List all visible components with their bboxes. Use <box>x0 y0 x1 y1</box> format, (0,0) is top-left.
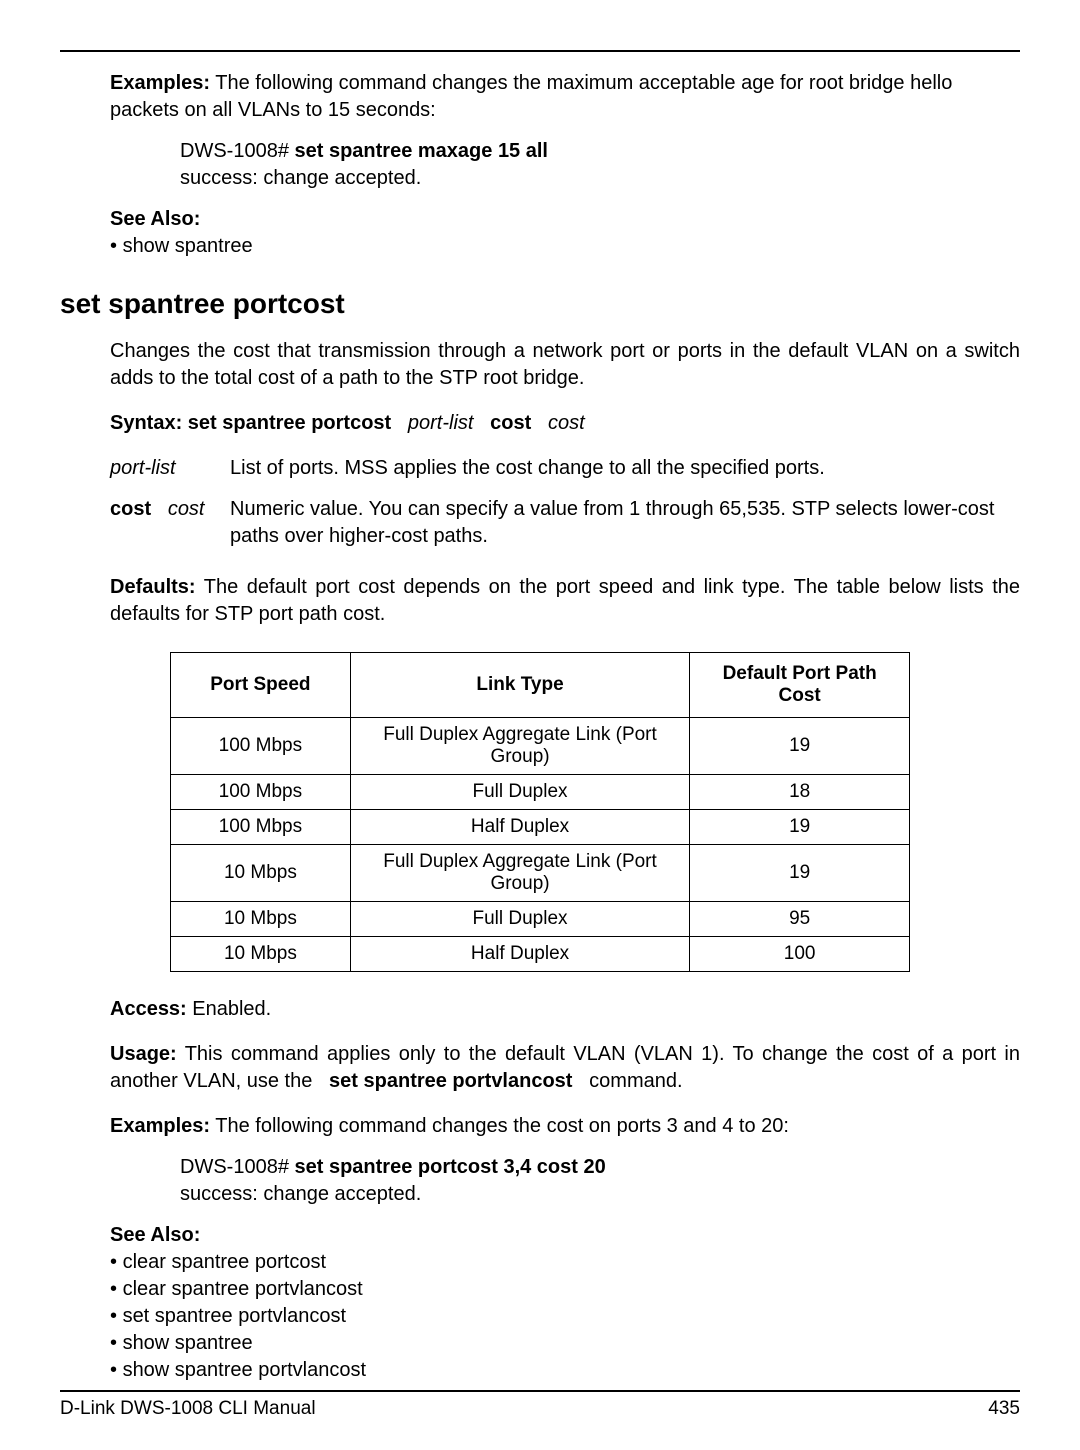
cell: Full Duplex <box>350 902 690 937</box>
usage-text2: command. <box>589 1070 682 1092</box>
port-cost-table: Port Speed Link Type Default Port Path C… <box>170 652 910 972</box>
param-desc-cost: Numeric value. You can specify a value f… <box>230 496 1020 550</box>
cell: 95 <box>690 902 910 937</box>
intro-text: Changes the cost that transmission throu… <box>110 338 1020 392</box>
see-also-1-label: See Also: <box>110 206 1020 233</box>
footer-left: D-Link DWS-1008 CLI Manual <box>60 1398 316 1420</box>
table-row: 10 Mbps Full Duplex 95 <box>171 902 910 937</box>
cell: 100 Mbps <box>171 810 351 845</box>
defaults-text: The default port cost depends on the por… <box>110 576 1020 625</box>
defaults: Defaults: The default port cost depends … <box>110 574 1020 628</box>
param-cost: cost cost Numeric value. You can specify… <box>110 496 1020 550</box>
defaults-label: Defaults: <box>110 576 196 598</box>
cell: 10 Mbps <box>171 937 351 972</box>
cell: Half Duplex <box>350 937 690 972</box>
cell: Full Duplex Aggregate Link (Port Group) <box>350 718 690 775</box>
syntax-arg1: port-list <box>408 412 474 434</box>
cell: 19 <box>690 810 910 845</box>
th-default-cost: Default Port Path Cost <box>690 653 910 718</box>
table-row: 10 Mbps Half Duplex 100 <box>171 937 910 972</box>
cell: Half Duplex <box>350 810 690 845</box>
see-also-1-item: show spantree <box>110 233 1020 260</box>
cell: 100 Mbps <box>171 718 351 775</box>
param-name-cost-i: cost <box>168 498 205 520</box>
see-also-1: See Also: show spantree <box>110 206 1020 260</box>
top-rule <box>60 50 1020 52</box>
see-also-2: See Also: clear spantree portcost clear … <box>110 1222 1020 1384</box>
access-text: Enabled. <box>192 998 271 1020</box>
table-row: 10 Mbps Full Duplex Aggregate Link (Port… <box>171 845 910 902</box>
cmd1-command: set spantree maxage 15 all <box>295 140 548 162</box>
command-title: set spantree portcost <box>60 288 1020 320</box>
access: Access: Enabled. <box>110 996 1020 1023</box>
cell: 19 <box>690 718 910 775</box>
cell: 19 <box>690 845 910 902</box>
th-port-speed: Port Speed <box>171 653 351 718</box>
table-row: 100 Mbps Half Duplex 19 <box>171 810 910 845</box>
intro: Changes the cost that transmission throu… <box>110 338 1020 392</box>
cell: 18 <box>690 775 910 810</box>
usage-bold: set spantree portvlancost <box>329 1070 572 1092</box>
cmd2-prompt: DWS-1008# <box>180 1156 289 1178</box>
syntax-mid: cost <box>490 412 531 434</box>
examples-1: Examples: The following command changes … <box>110 70 1020 124</box>
see-also-2-item: clear spantree portvlancost <box>110 1276 1020 1303</box>
syntax-label: Syntax: set spantree portcost <box>110 412 391 434</box>
see-also-2-item: set spantree portvlancost <box>110 1303 1020 1330</box>
command-block-1: DWS-1008# set spantree maxage 15 all suc… <box>180 138 1020 192</box>
cmd1-prompt: DWS-1008# <box>180 140 289 162</box>
table-row: 100 Mbps Full Duplex 18 <box>171 775 910 810</box>
syntax-line: Syntax: set spantree portcost port-list … <box>110 410 1020 437</box>
footer-right: 435 <box>988 1398 1020 1420</box>
see-also-2-item: clear spantree portcost <box>110 1249 1020 1276</box>
param-portlist: port-list List of ports. MSS applies the… <box>110 455 1020 482</box>
th-link-type: Link Type <box>350 653 690 718</box>
command-block-2: DWS-1008# set spantree portcost 3,4 cost… <box>180 1154 1020 1208</box>
cell: Full Duplex Aggregate Link (Port Group) <box>350 845 690 902</box>
examples2-label: Examples: <box>110 1115 210 1137</box>
usage-label: Usage: <box>110 1043 177 1065</box>
examples2-text: The following command changes the cost o… <box>215 1115 789 1137</box>
param-name-portlist: port-list <box>110 457 176 479</box>
examples-text: The following command changes the maximu… <box>110 72 952 121</box>
cmd2-response: success: change accepted. <box>180 1181 1020 1208</box>
param-desc-portlist: List of ports. MSS applies the cost chan… <box>230 455 1020 482</box>
cell: 10 Mbps <box>171 845 351 902</box>
usage: Usage: This command applies only to the … <box>110 1041 1020 1095</box>
bottom-rule <box>60 1390 1020 1392</box>
see-also-2-item: show spantree <box>110 1330 1020 1357</box>
cell: Full Duplex <box>350 775 690 810</box>
page-footer: D-Link DWS-1008 CLI Manual 435 <box>60 1398 1020 1420</box>
param-name-cost-b: cost <box>110 498 151 520</box>
cell: 100 <box>690 937 910 972</box>
examples-label: Examples: <box>110 72 210 94</box>
syntax-arg2: cost <box>548 412 585 434</box>
see-also-2-item: show spantree portvlancost <box>110 1357 1020 1384</box>
examples-2: Examples: The following command changes … <box>110 1113 1020 1140</box>
access-label: Access: <box>110 998 187 1020</box>
cmd2-command: set spantree portcost 3,4 cost 20 <box>295 1156 606 1178</box>
cmd1-response: success: change accepted. <box>180 165 1020 192</box>
cell: 10 Mbps <box>171 902 351 937</box>
see-also-2-label: See Also: <box>110 1222 1020 1249</box>
cell: 100 Mbps <box>171 775 351 810</box>
table-row: 100 Mbps Full Duplex Aggregate Link (Por… <box>171 718 910 775</box>
page-container: Examples: The following command changes … <box>0 0 1080 1450</box>
